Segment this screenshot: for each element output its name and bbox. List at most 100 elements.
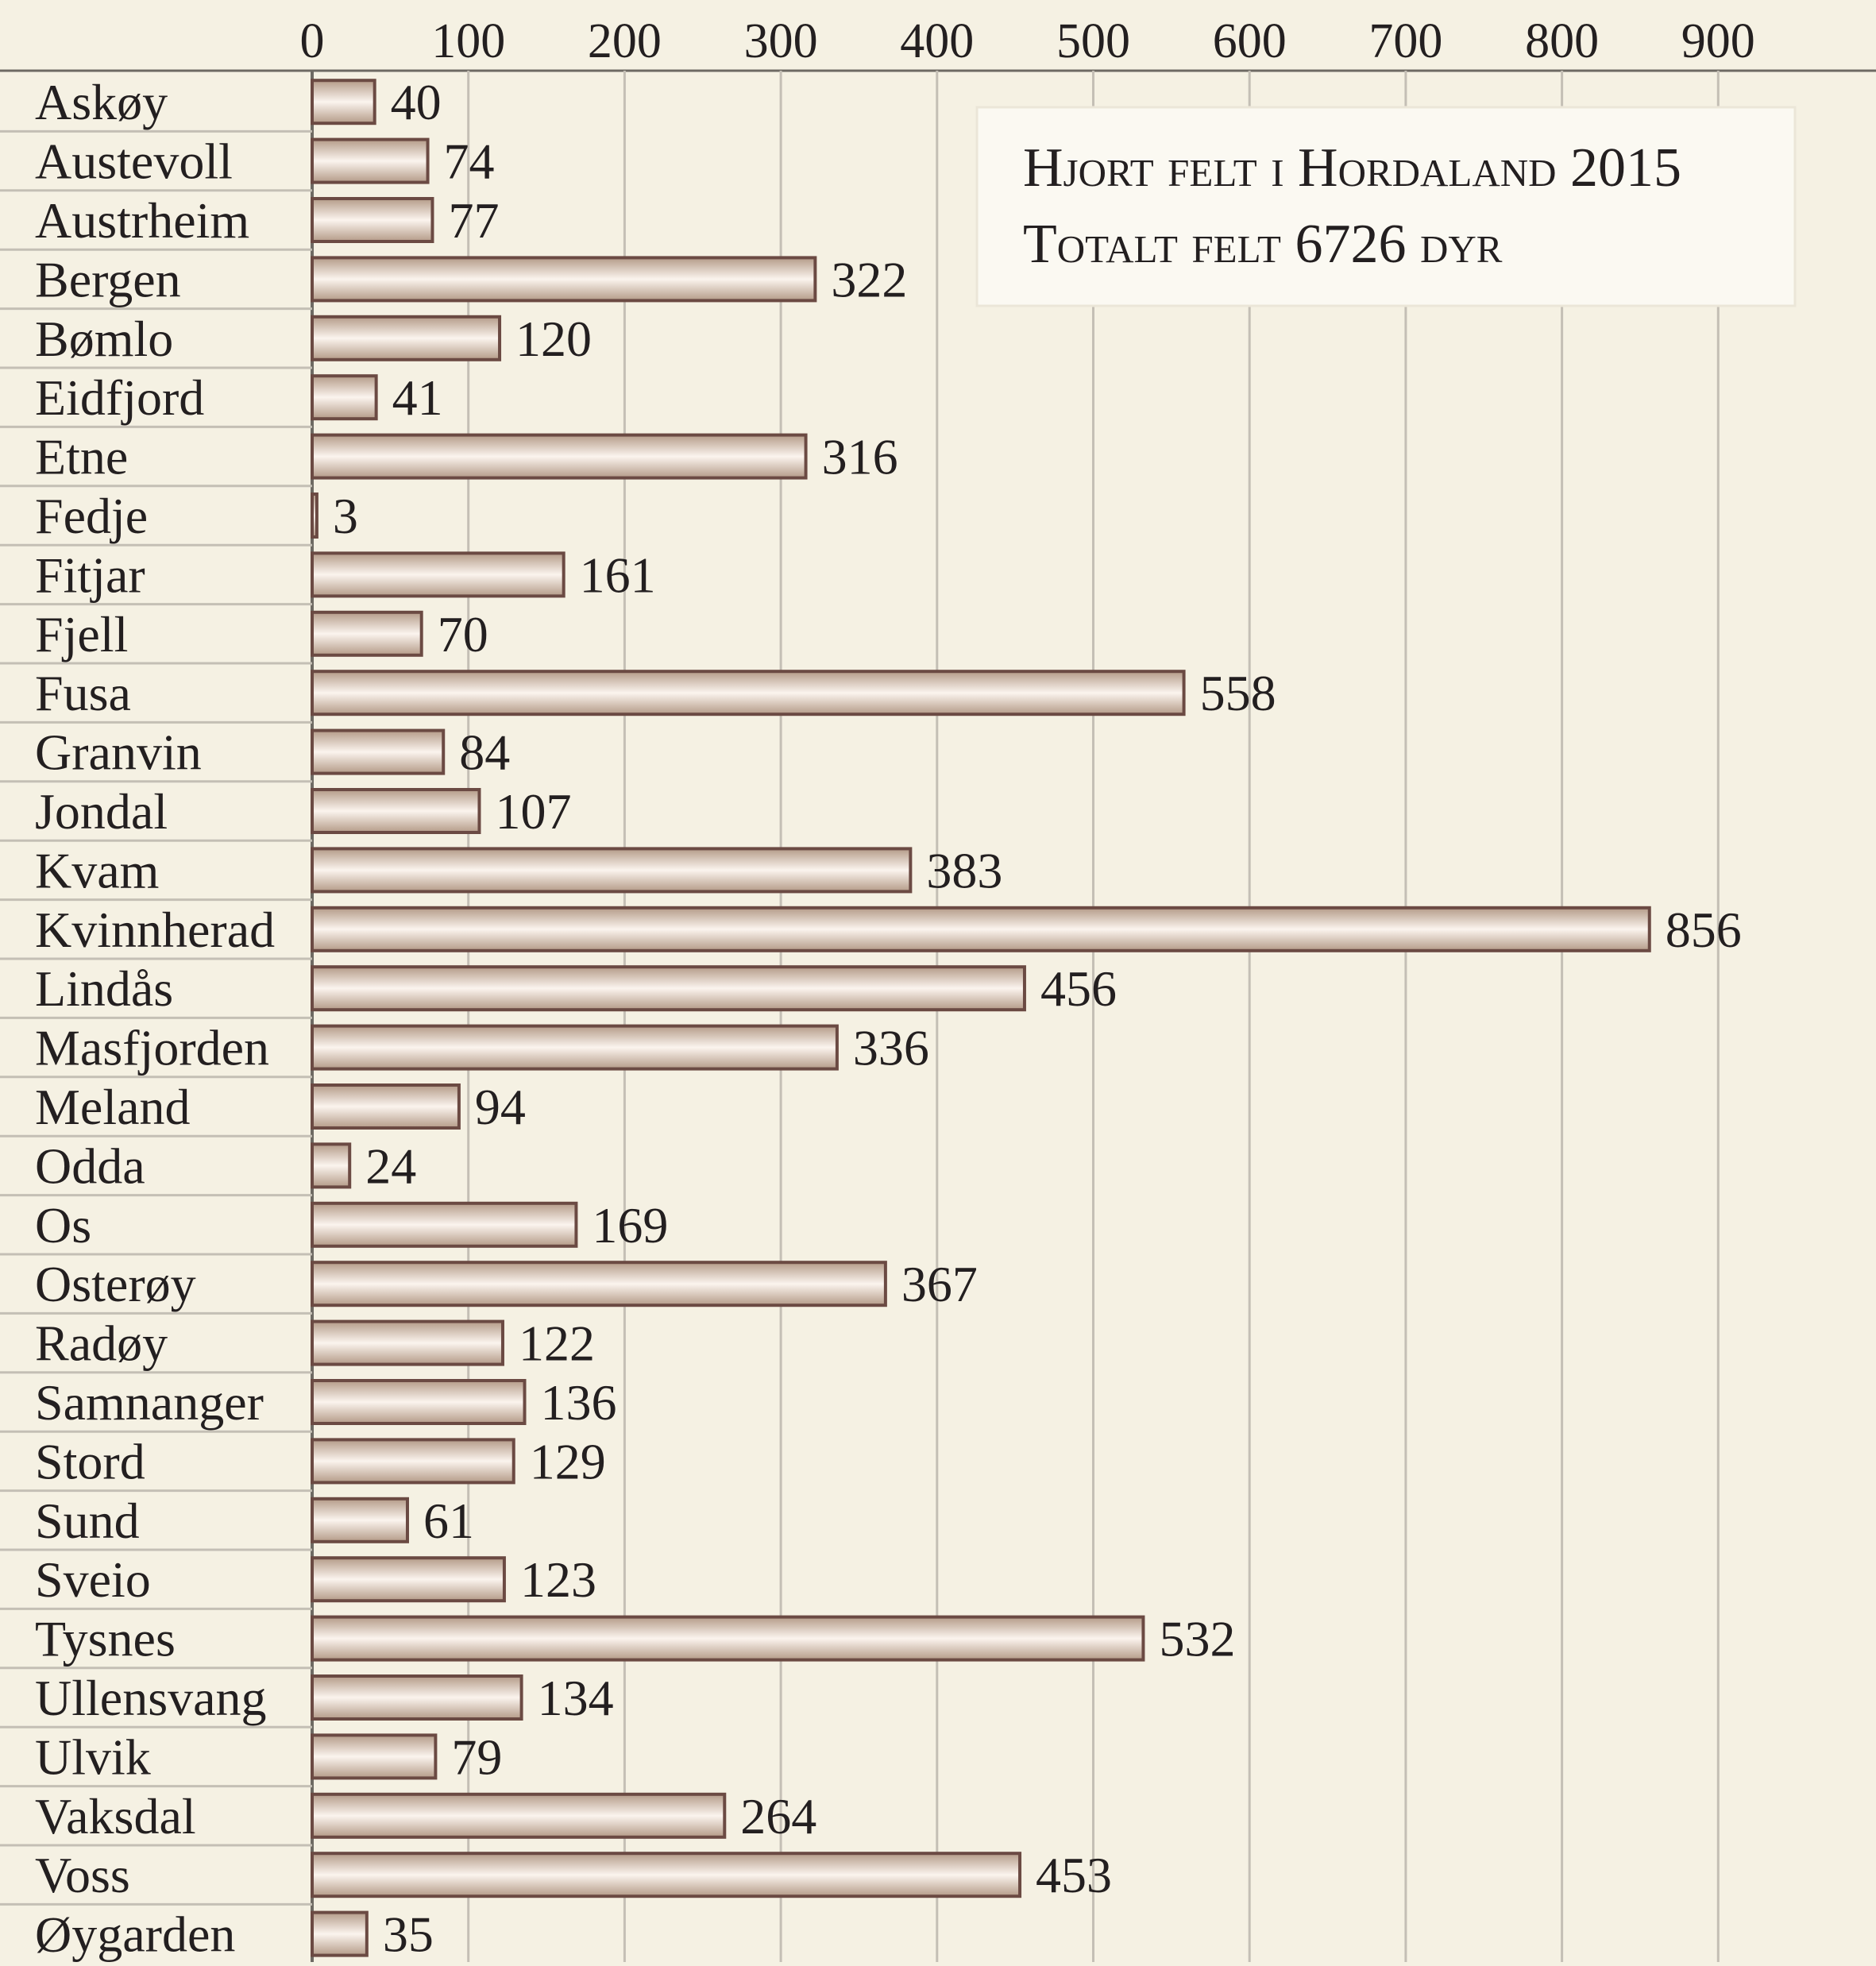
value-label: 532 — [1159, 1611, 1235, 1667]
x-tick-label: 400 — [900, 14, 974, 68]
bar — [311, 433, 808, 480]
bar — [311, 1083, 461, 1130]
category-label: Kvinnherad — [35, 902, 275, 958]
bar — [311, 374, 378, 421]
category-label: Jondal — [35, 783, 168, 840]
value-label: 316 — [822, 429, 898, 485]
category-label: Vaksdal — [35, 1788, 196, 1844]
category-labels: AskøyAustevollAustrheimBergenBømloEidfjo… — [35, 74, 275, 1962]
x-tick-label: 100 — [431, 14, 505, 68]
value-label: 264 — [740, 1788, 816, 1844]
value-label: 161 — [580, 547, 656, 603]
bar — [311, 256, 817, 303]
category-label: Austrheim — [35, 192, 249, 249]
value-label: 136 — [541, 1374, 617, 1431]
value-label: 123 — [520, 1551, 596, 1608]
value-label: 70 — [438, 606, 488, 662]
category-label: Eidfjord — [35, 369, 204, 426]
value-label: 453 — [1036, 1847, 1112, 1903]
chart-subtitle: Totalt felt 6726 dyr — [1023, 214, 1503, 275]
bar — [311, 1024, 839, 1071]
category-label: Osterøy — [35, 1256, 196, 1312]
category-label: Granvin — [35, 724, 202, 781]
bar — [311, 1615, 1145, 1662]
category-label: Sund — [35, 1493, 140, 1549]
bar — [311, 1497, 409, 1543]
category-label: Bømlo — [35, 311, 173, 367]
category-label: Odda — [35, 1137, 145, 1194]
x-tick-label: 800 — [1525, 14, 1599, 68]
bar — [311, 728, 446, 775]
chart-title: Hjort felt i Hordaland 2015 — [1023, 137, 1681, 199]
x-tick-label: 900 — [1681, 14, 1755, 68]
value-label: 129 — [530, 1433, 606, 1489]
value-label: 856 — [1666, 902, 1742, 958]
row-separators — [0, 129, 312, 1965]
category-label: Bergen — [35, 251, 181, 307]
bar — [311, 79, 376, 126]
value-label: 94 — [475, 1079, 526, 1135]
category-label: Stord — [35, 1433, 145, 1489]
value-label: 383 — [926, 842, 1002, 898]
value-label: 79 — [451, 1728, 502, 1785]
bar — [311, 1438, 515, 1485]
bar — [311, 315, 502, 361]
category-label: Sveio — [35, 1551, 151, 1608]
value-label: 322 — [831, 251, 907, 307]
bar — [311, 492, 318, 539]
title-box: Hjort felt i Hordaland 2015 Totalt felt … — [975, 106, 1797, 307]
bar — [311, 1379, 527, 1425]
bar — [311, 965, 1026, 1012]
x-axis-ticks: 0 100 200 300 400 500 600 700 800 900 — [300, 14, 1755, 68]
title-background — [975, 106, 1797, 307]
category-label: Meland — [35, 1079, 191, 1135]
x-tick-label: 500 — [1056, 14, 1130, 68]
bars — [311, 79, 1651, 1957]
value-label: 61 — [423, 1493, 474, 1549]
bar — [311, 1792, 727, 1839]
bar — [311, 1319, 504, 1366]
bar — [311, 1556, 506, 1603]
bar — [311, 1910, 369, 1957]
category-label: Lindås — [35, 960, 173, 1017]
category-label: Samnanger — [35, 1374, 264, 1431]
category-label: Tysnes — [35, 1611, 176, 1667]
bar — [311, 670, 1186, 716]
value-label: 120 — [515, 311, 592, 367]
category-label: Ullensvang — [35, 1670, 267, 1726]
category-label: Fusa — [35, 665, 131, 721]
value-label: 558 — [1200, 665, 1276, 721]
category-label: Etne — [35, 429, 128, 485]
x-tick-label: 700 — [1368, 14, 1442, 68]
bar — [311, 1261, 887, 1307]
bar — [311, 1852, 1022, 1898]
value-label: 134 — [538, 1670, 614, 1726]
bar — [311, 906, 1651, 952]
category-label: Ulvik — [35, 1728, 151, 1785]
value-label: 122 — [519, 1315, 595, 1372]
value-label: 77 — [448, 192, 499, 249]
value-label: 24 — [365, 1137, 416, 1194]
bar — [311, 1142, 352, 1189]
bar — [311, 551, 566, 598]
category-label: Radøy — [35, 1315, 168, 1372]
value-label: 169 — [592, 1197, 668, 1253]
bar — [311, 1674, 523, 1721]
value-label: 74 — [444, 133, 495, 190]
category-label: Fedje — [35, 488, 148, 544]
category-label: Masfjorden — [35, 1020, 269, 1076]
x-tick-label: 200 — [588, 14, 662, 68]
value-label: 367 — [901, 1256, 978, 1312]
bar — [311, 610, 423, 657]
category-label: Austevoll — [35, 133, 233, 190]
value-label: 40 — [391, 74, 442, 130]
bar — [311, 1201, 578, 1248]
category-label: Øygarden — [35, 1906, 235, 1962]
x-tick-label: 300 — [744, 14, 818, 68]
value-label: 107 — [495, 783, 571, 840]
value-label: 456 — [1040, 960, 1117, 1017]
x-tick-label: 0 — [300, 14, 325, 68]
